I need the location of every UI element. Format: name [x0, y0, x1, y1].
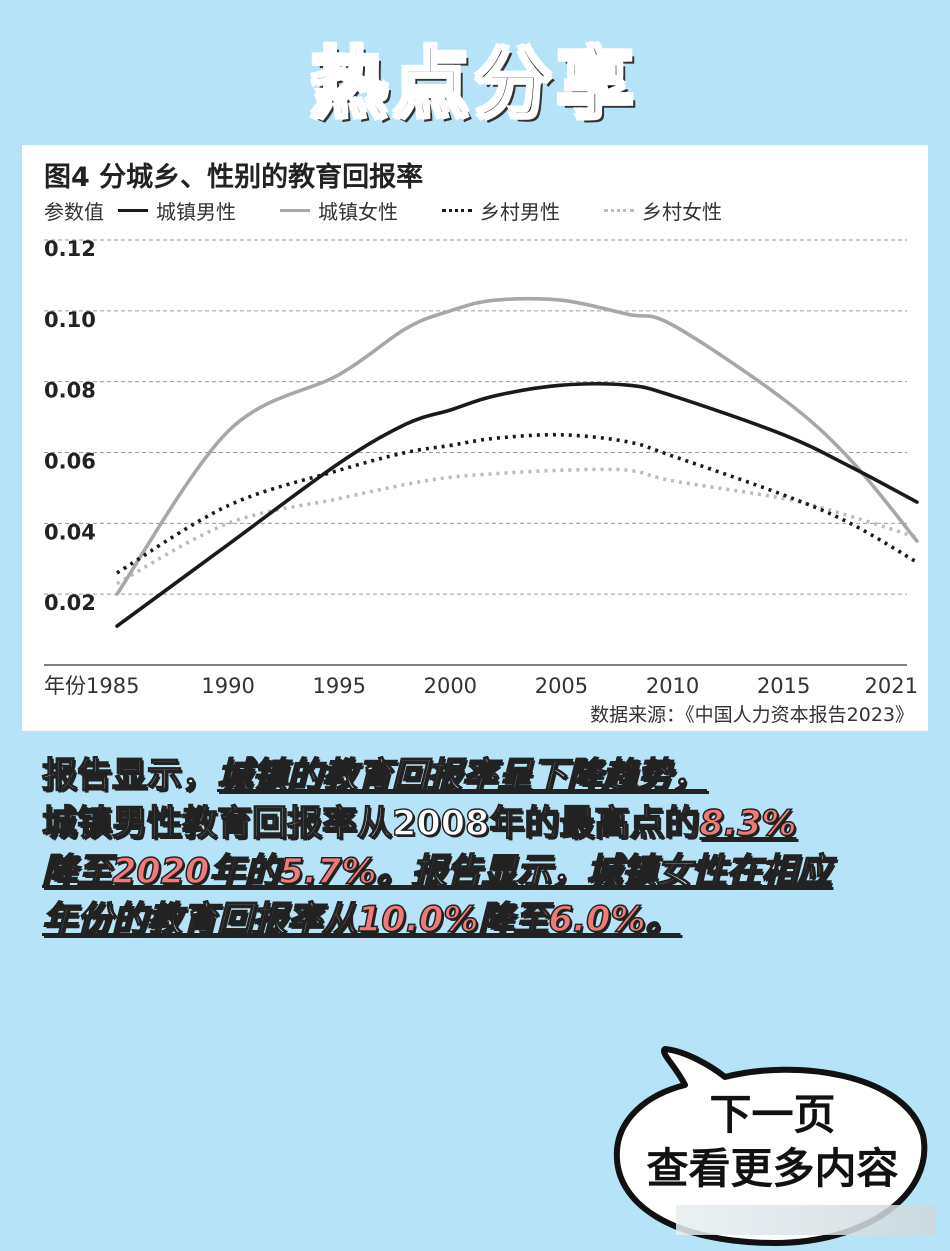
- next-page-line-1: 下一页: [709, 1090, 836, 1139]
- report-summary: 报告显示，城镇的教育回报率呈下降趋势， 城镇男性教育回报率从2008年的最高点的…: [41, 752, 922, 944]
- summary-line-1: 报告显示，城镇的教育回报率呈下降趋势，: [41, 752, 922, 800]
- legend-swatch-urban-female: [280, 208, 310, 212]
- x-tick-label: 2021: [865, 674, 918, 698]
- summary-underlined: 城镇的教育回报率呈下降趋势，: [216, 755, 708, 796]
- legend-label: 城镇男性: [156, 199, 236, 224]
- x-tick-label: 2000: [424, 674, 477, 698]
- chart-title: 图4 分城乡、性别的教育回报率: [44, 162, 424, 193]
- x-tick-label: 2010: [646, 674, 699, 698]
- watermark-bar: [676, 1205, 936, 1235]
- legend-label: 乡村女性: [642, 199, 722, 224]
- summary-line-3: 降至2020年的5.7%。报告显示，城镇女性在相应: [41, 848, 922, 896]
- summary-highlight: 从10.0%降至6.0%。: [321, 899, 681, 940]
- page-title: 热点分享: [310, 38, 639, 130]
- legend-label: 乡村男性: [480, 199, 560, 224]
- x-tick-label: 2005: [535, 674, 588, 698]
- chart-card: 0.02 0.04 0.06 0.08 0.10 0.12 年份1985 1990 1995 20…: [22, 145, 928, 731]
- series-line: [115, 296, 919, 596]
- y-tick-label: 0.12: [44, 237, 96, 261]
- speech-bubble-icon[interactable]: [605, 1045, 940, 1250]
- x-tick-label: 年份1985: [44, 674, 139, 698]
- chart-legend: 参数值 城镇男性 城镇女性 乡村男性 乡村女性: [44, 196, 904, 225]
- summary-underlined: 报告显示，城镇女性在相应: [411, 851, 832, 892]
- summary-underlined: 年份的教育回报率: [41, 899, 323, 940]
- summary-highlight: 降至2020年的5.7%。: [41, 851, 412, 892]
- legend-item-urban-male: 城镇男性: [118, 196, 236, 225]
- y-tick-label: 0.02: [44, 591, 96, 615]
- x-tick-label: 2015: [757, 674, 810, 698]
- legend-label: 城镇女性: [318, 199, 398, 224]
- summary-text: 报告显示，: [41, 755, 218, 796]
- line-chart: 0.02 0.04 0.06 0.08 0.10 0.12 年份1985 1990 1995 20…: [44, 237, 919, 698]
- source-note: 数据来源：《中国人力资本报告2023》: [590, 704, 914, 726]
- legend-swatch-urban-male: [118, 208, 148, 212]
- summary-highlight: 8.3%: [699, 803, 797, 844]
- y-tick-label: 0.04: [44, 520, 96, 544]
- summary-text: 城镇男性教育回报率从2008年的最高点的: [41, 803, 700, 844]
- legend-item-rural-male: 乡村男性: [442, 196, 560, 225]
- next-page-button[interactable]: 下一页 查看更多内容: [605, 1088, 940, 1196]
- x-tick-label: 1990: [201, 674, 254, 698]
- next-page-line-2: 查看更多内容: [646, 1144, 899, 1193]
- legend-item-urban-female: 城镇女性: [280, 196, 398, 225]
- y-tick-label: 0.10: [44, 308, 96, 332]
- summary-line-2: 城镇男性教育回报率从2008年的最高点的8.3%: [41, 800, 922, 848]
- summary-line-4: 年份的教育回报率从10.0%降至6.0%。: [41, 896, 922, 944]
- series-line: [116, 467, 918, 586]
- y-tick-label: 0.08: [44, 379, 96, 403]
- legend-swatch-rural-male: [442, 208, 472, 212]
- series-line: [115, 382, 919, 628]
- legend-item-rural-female: 乡村女性: [604, 196, 722, 225]
- y-axis-label: 参数值: [44, 199, 104, 224]
- legend-swatch-rural-female: [604, 208, 634, 212]
- x-tick-label: 1995: [312, 674, 365, 698]
- y-tick-label: 0.06: [44, 450, 96, 474]
- series-line: [116, 432, 918, 575]
